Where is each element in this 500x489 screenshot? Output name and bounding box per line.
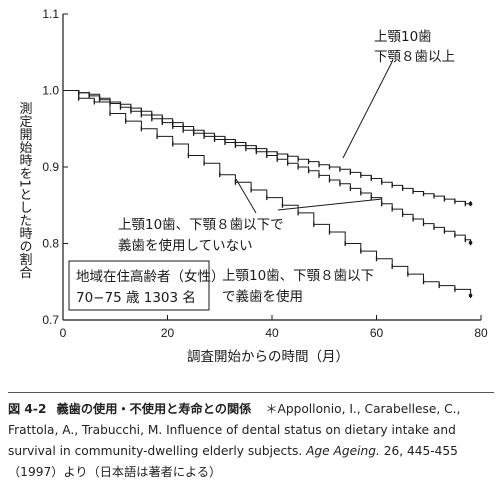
figure-caption: 図 4-2 義歯の使用・不使用と寿命との関係 ＊Appollonio, I., Ca… <box>8 392 494 489</box>
y-ticks: 0.7 0.8 0.9 1.0 1.1 <box>42 7 68 327</box>
x-tick-label: 20 <box>161 326 175 340</box>
y-axis-title: 測定開始時を1とした時の割合 <box>17 101 33 279</box>
survival-chart: 測定開始時を1とした時の割合 0.7 0.8 0.9 1.0 1.1 0 20 40 60 80… <box>17 7 488 365</box>
annotation-middle-line1: 上顎10歯、下顎８歯以下で <box>118 217 284 233</box>
info-box-line2: 70−75 歳 1303 名 <box>76 290 196 306</box>
caption-paragraph: 図 4-2 義歯の使用・不使用と寿命との関係 ＊Appollonio, I., Ca… <box>8 399 494 483</box>
curve-end-point-3 <box>468 293 473 298</box>
annotation-bottom-line2: で義歯を使用 <box>222 288 303 305</box>
x-ticks: 0 20 40 60 80 <box>60 315 488 340</box>
series-layer <box>63 90 473 299</box>
citation-tail: 26, 445-455（1997）より（日本語は著者による） <box>8 444 458 479</box>
info-box-line1: 地域在住高齢者（女性） <box>76 268 225 285</box>
citation-journal: Age Ageing. <box>306 444 380 458</box>
survival-curve-2 <box>63 90 472 243</box>
y-tick-label: 0.7 <box>42 313 59 327</box>
x-tick-label: 80 <box>474 326 488 340</box>
x-tick-label: 0 <box>60 326 67 340</box>
y-tick-label: 1.0 <box>42 84 59 98</box>
annotation-arrow-middle <box>235 178 257 214</box>
annotation-arrow-right <box>277 198 383 211</box>
info-box <box>68 260 210 311</box>
figure-number: 図 4-2 <box>8 402 47 416</box>
y-tick-label: 0.8 <box>42 237 59 251</box>
survival-curve-1 <box>63 90 471 205</box>
x-axis-title: 調査開始からの時間（月） <box>187 349 349 365</box>
annotation-middle-line2: 義歯を使用していない <box>118 237 253 254</box>
figure-title: 義歯の使用・不使用と寿命との関係 <box>56 402 252 416</box>
citation-text: ＊Appollonio, I., Carabellese, C., Fratto… <box>8 402 461 458</box>
y-tick-label: 0.9 <box>42 160 59 174</box>
curve-end-point-1 <box>468 201 473 206</box>
annotation-top-line2: 下顎８歯以上 <box>374 49 455 65</box>
annotation-arrow-top <box>342 61 393 159</box>
x-tick-label: 60 <box>370 326 384 340</box>
y-tick-label: 1.1 <box>42 7 59 21</box>
annotation-bottom-line1: 上顎10歯、下顎８歯以下 <box>222 268 374 284</box>
x-tick-label: 40 <box>265 326 279 340</box>
curve-end-point-2 <box>468 240 473 245</box>
annotation-top-line1: 上顎10歯 <box>374 29 432 45</box>
